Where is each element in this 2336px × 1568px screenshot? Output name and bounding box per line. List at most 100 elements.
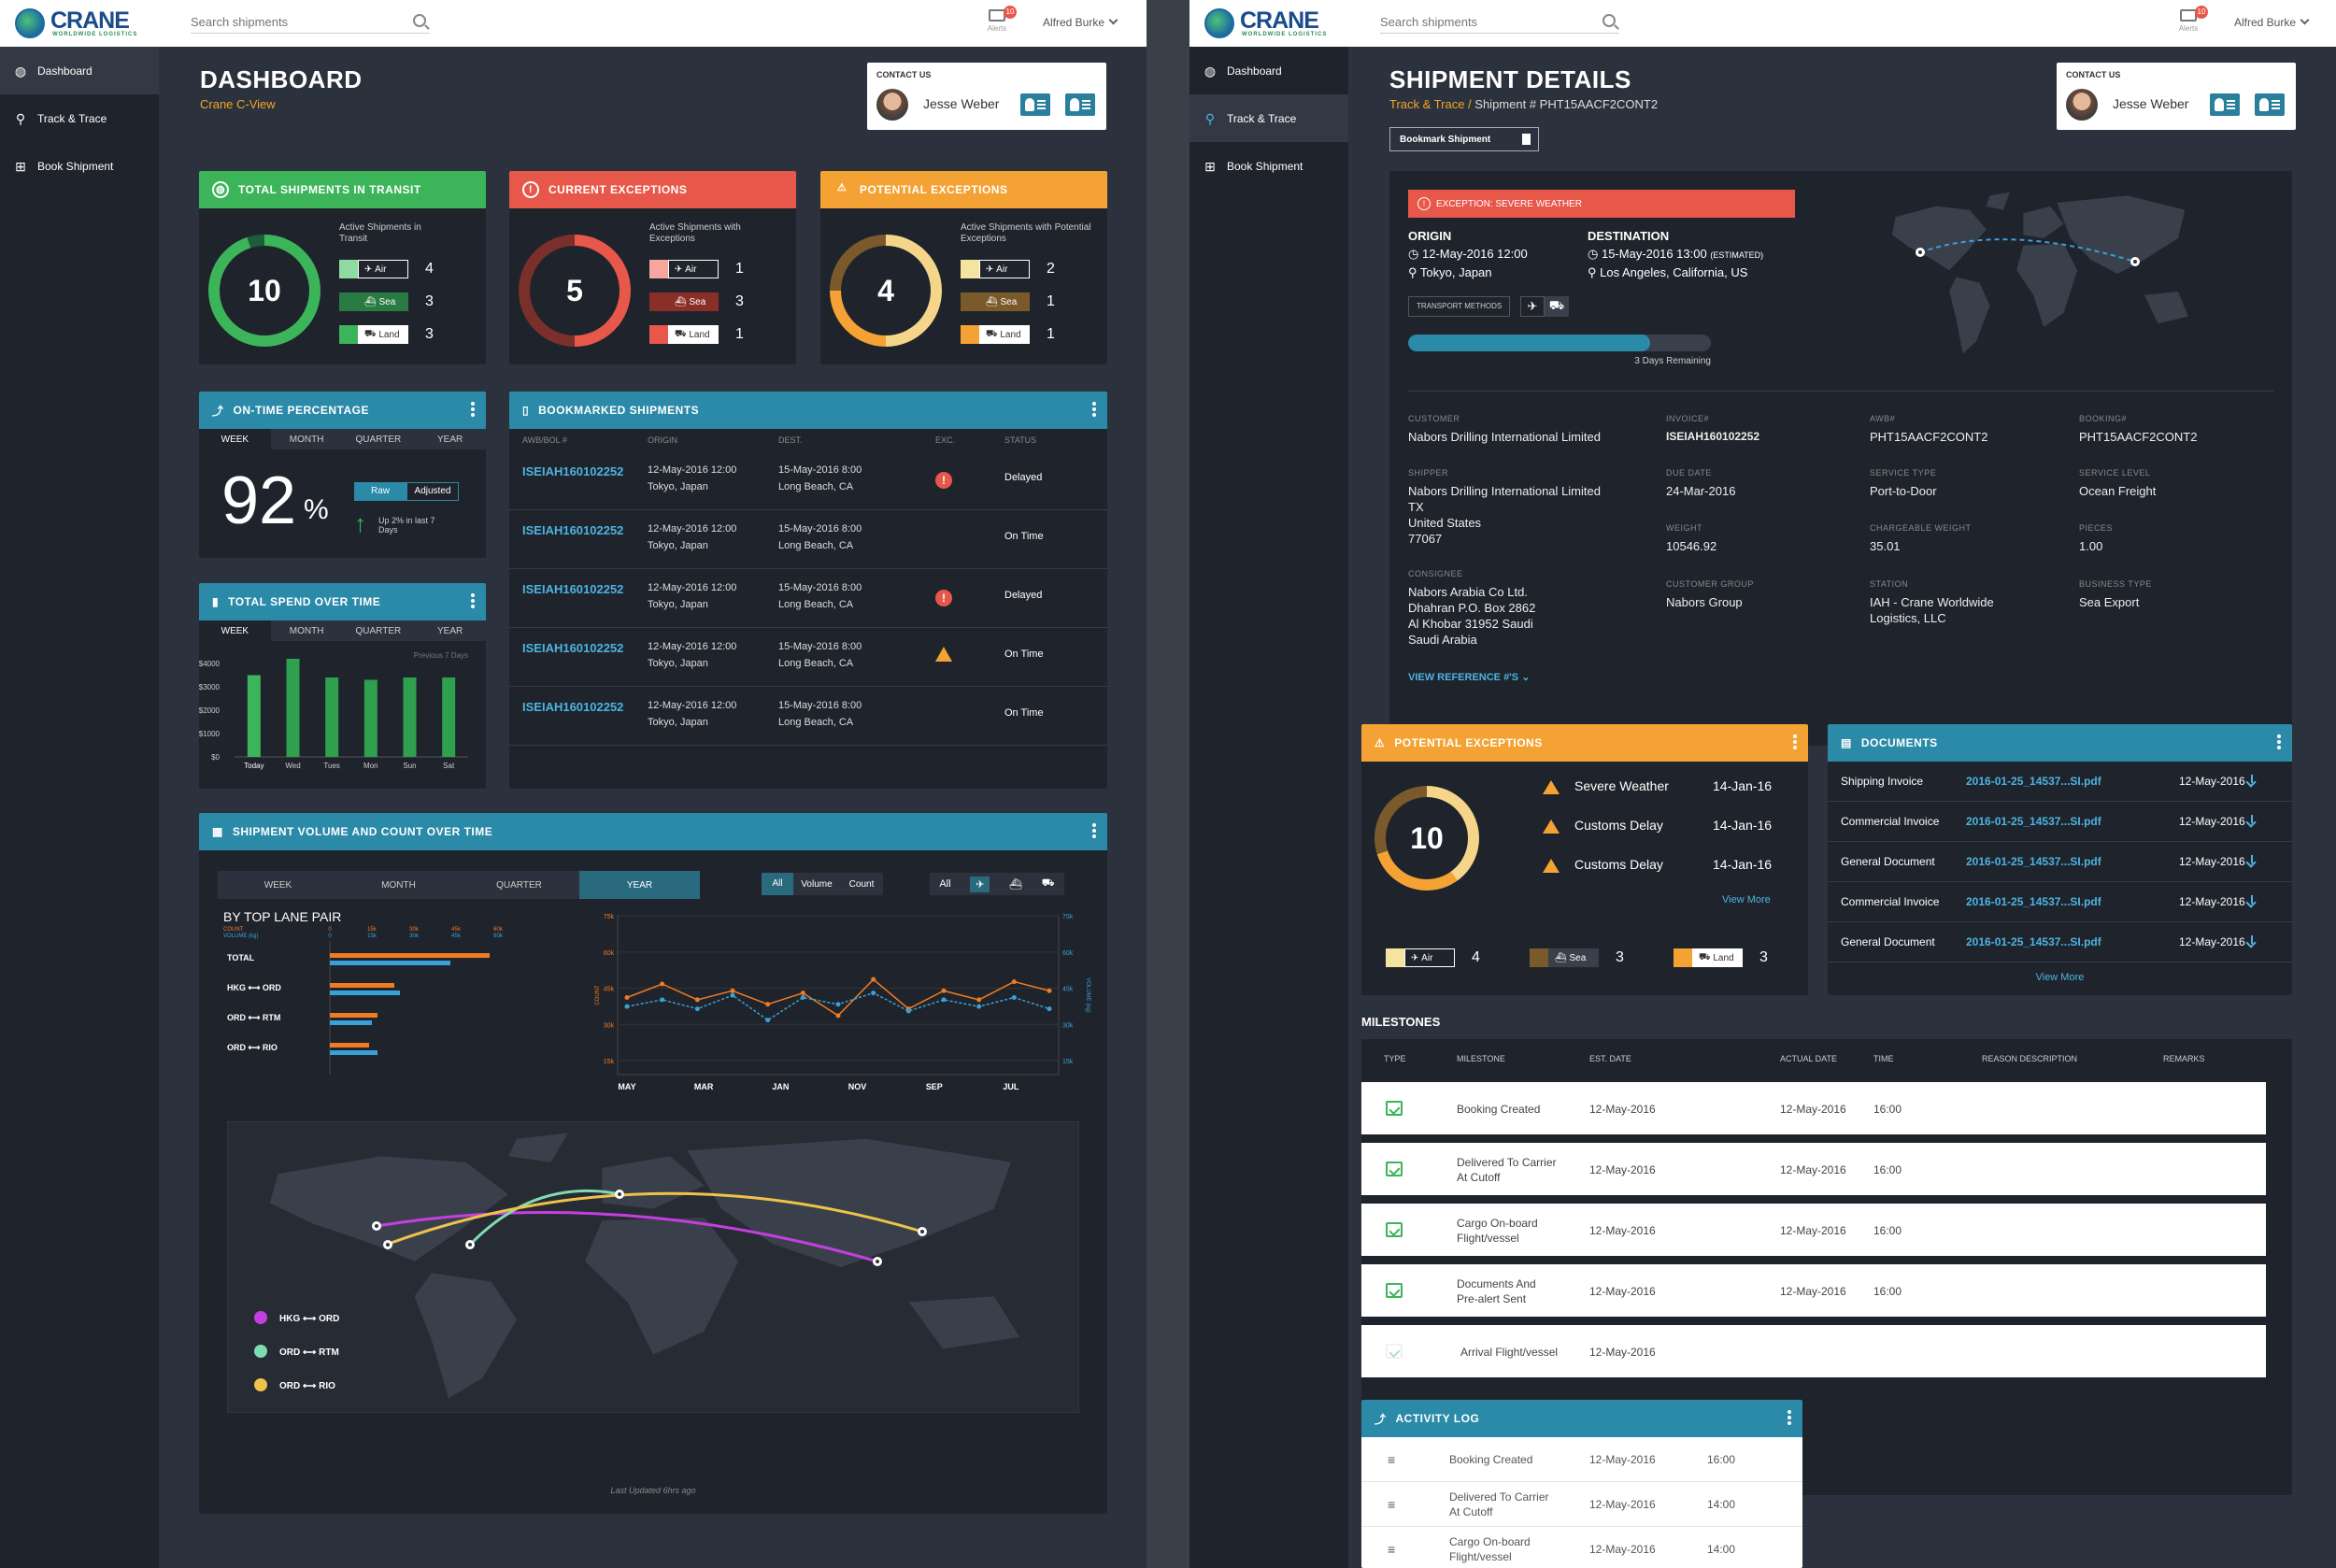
contact-card-icon[interactable] (2210, 93, 2240, 116)
data-point[interactable] (800, 991, 805, 996)
download-icon[interactable] (2246, 935, 2259, 948)
spend-bar[interactable] (325, 677, 339, 757)
data-point[interactable] (694, 1006, 700, 1012)
volume-bar[interactable] (330, 991, 400, 995)
data-point[interactable] (1047, 988, 1052, 993)
truck-icon[interactable]: ⛟ (1041, 877, 1055, 889)
tab-month[interactable]: MONTH (289, 625, 324, 636)
count-bar[interactable] (330, 1013, 377, 1018)
data-point[interactable] (765, 1002, 771, 1007)
awb-link[interactable]: ISEIAH160102252 (522, 464, 624, 478)
data-point[interactable] (694, 997, 700, 1003)
data-point[interactable] (905, 1008, 911, 1014)
data-point[interactable] (624, 1004, 630, 1009)
tab-week[interactable]: WEEK (199, 429, 271, 449)
search-icon[interactable] (413, 14, 426, 27)
contact-profile-icon[interactable] (2255, 93, 2285, 116)
spend-bar[interactable] (363, 679, 377, 758)
tab-quarter[interactable]: QUARTER (355, 625, 402, 636)
more-icon[interactable] (1788, 1410, 1791, 1414)
crane-logo[interactable]: CRANE WORLDWIDE LOGISTICS (15, 7, 155, 40)
more-icon[interactable] (2277, 734, 2281, 738)
table-row[interactable]: ISEIAH160102252 12-May-2016 12:00 Tokyo, J… (509, 510, 1107, 569)
tab-quarter[interactable]: QUARTER (496, 879, 542, 891)
data-point[interactable] (871, 976, 876, 982)
doc-file-link[interactable]: 2016-01-25_14537...SI.pdf (1966, 935, 2101, 948)
data-point[interactable] (730, 988, 735, 993)
volume-bar[interactable] (330, 961, 450, 965)
sidebar-item-track-trace[interactable]: ⚲ Track & Trace (0, 94, 159, 142)
download-icon[interactable] (2246, 815, 2259, 828)
data-point[interactable] (660, 981, 665, 987)
data-point[interactable] (941, 997, 947, 1003)
doc-file-link[interactable]: 2016-01-25_14537...SI.pdf (1966, 895, 2101, 908)
filter-all[interactable]: All (762, 873, 793, 895)
contact-card-icon[interactable] (1020, 93, 1050, 116)
sidebar-item-dashboard[interactable]: ◍ Dashboard (1189, 47, 1348, 94)
search-icon[interactable] (1602, 14, 1616, 27)
data-point[interactable] (765, 1018, 771, 1023)
data-point[interactable] (730, 992, 735, 998)
sidebar-item-book-shipment[interactable]: ⊞ Book Shipment (0, 142, 159, 190)
table-row[interactable]: ISEIAH160102252 12-May-2016 12:00 Tokyo, J… (509, 687, 1107, 746)
download-icon[interactable] (2246, 895, 2259, 908)
alerts-button[interactable]: 10 Alerts (983, 6, 1017, 41)
awb-link[interactable]: ISEIAH160102252 (522, 523, 624, 537)
data-point[interactable] (1047, 1006, 1052, 1012)
sidebar-item-book-shipment[interactable]: ⊞ Book Shipment (1189, 142, 1348, 190)
user-menu[interactable]: Alfred Burke (1043, 15, 1118, 29)
more-icon[interactable] (471, 593, 475, 597)
tab-year[interactable]: YEAR (579, 871, 700, 899)
tab-month[interactable]: MONTH (289, 434, 324, 445)
alerts-button[interactable]: 10 Alerts (2174, 6, 2208, 41)
filter-volume[interactable]: Volume (801, 878, 833, 890)
data-point[interactable] (976, 1004, 982, 1009)
data-point[interactable] (976, 997, 982, 1003)
tab-year[interactable]: YEAR (437, 434, 463, 445)
awb-link[interactable]: ISEIAH160102252 (522, 582, 624, 596)
awb-link[interactable]: ISEIAH160102252 (522, 641, 624, 655)
breadcrumb-root[interactable]: Track & Trace (1389, 97, 1465, 111)
contact-profile-icon[interactable] (1065, 93, 1095, 116)
filter-count[interactable]: Count (848, 878, 875, 890)
count-bar[interactable] (330, 953, 490, 958)
raw-toggle[interactable]: Raw (354, 482, 406, 501)
doc-file-link[interactable]: 2016-01-25_14537...SI.pdf (1966, 815, 2101, 828)
data-point[interactable] (660, 997, 665, 1003)
search-input[interactable] (191, 11, 396, 32)
download-icon[interactable] (2246, 855, 2259, 868)
more-icon[interactable] (471, 402, 475, 406)
data-point[interactable] (800, 995, 805, 1000)
tab-year[interactable]: YEAR (437, 625, 463, 636)
sidebar-item-dashboard[interactable]: ◍ Dashboard (0, 47, 159, 94)
spend-bar[interactable] (247, 675, 261, 758)
data-point[interactable] (1011, 995, 1017, 1000)
tab-quarter[interactable]: QUARTER (355, 434, 402, 445)
doc-file-link[interactable]: 2016-01-25_14537...SI.pdf (1966, 855, 2101, 868)
documents-view-more[interactable]: View More (2035, 972, 2085, 983)
data-point[interactable] (941, 988, 947, 993)
table-row[interactable]: ISEIAH160102252 12-May-2016 12:00 Tokyo, J… (509, 569, 1107, 628)
spend-bar[interactable] (403, 677, 417, 757)
count-bar[interactable] (330, 983, 394, 988)
sidebar-item-track-trace[interactable]: ⚲ Track & Trace (1189, 94, 1348, 142)
mode-all[interactable]: All (939, 878, 951, 890)
data-point[interactable] (1011, 979, 1017, 985)
tab-week[interactable]: WEEK (199, 620, 271, 641)
count-bar[interactable] (330, 1043, 369, 1048)
doc-file-link[interactable]: 2016-01-25_14537...SI.pdf (1966, 775, 2101, 788)
awb-link[interactable]: ISEIAH160102252 (522, 700, 624, 714)
adjusted-toggle[interactable]: Adjusted (406, 482, 459, 501)
data-point[interactable] (835, 1013, 841, 1019)
volume-bar[interactable] (330, 1020, 372, 1025)
spend-bar[interactable] (286, 659, 300, 757)
volume-bar[interactable] (330, 1050, 377, 1055)
data-point[interactable] (871, 991, 876, 996)
tab-month[interactable]: MONTH (381, 879, 416, 891)
invoice-link[interactable]: ISEIAH160102252 (1666, 430, 1760, 443)
crane-logo[interactable]: CRANE WORLDWIDE LOGISTICS (1204, 7, 1345, 40)
more-icon[interactable] (1092, 402, 1096, 406)
user-menu[interactable]: Alfred Burke (2234, 15, 2310, 29)
view-more-link[interactable]: View More (1722, 894, 1771, 905)
tab-week[interactable]: WEEK (264, 879, 292, 891)
